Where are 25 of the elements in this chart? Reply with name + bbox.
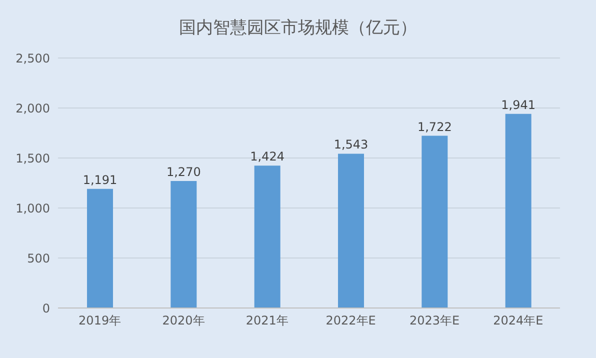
data-label: 1,270 (166, 165, 201, 179)
y-tick-label: 0 (42, 301, 50, 316)
bar (505, 114, 532, 308)
x-tick-label: 2023年E (409, 314, 460, 328)
data-label: 1,543 (334, 138, 368, 152)
bar (254, 166, 280, 308)
y-tick-label: 1,500 (16, 151, 50, 166)
bar (170, 181, 197, 308)
x-tick-label: 2020年 (162, 314, 205, 328)
bar (87, 188, 113, 308)
x-tick-label: 2024年E (493, 314, 544, 328)
chart-title: 国内智慧园区市场规模（亿元） (178, 17, 418, 39)
bar (338, 154, 364, 308)
y-tick-label: 1,000 (16, 201, 50, 216)
y-tick-label: 2,500 (16, 51, 50, 66)
data-label: 1,941 (501, 98, 536, 112)
data-label: 1,191 (82, 172, 118, 187)
y-tick-label: 500 (27, 251, 50, 266)
x-tick-label: 2021年 (246, 314, 288, 328)
bar (422, 136, 448, 308)
y-tick-label: 2,000 (16, 101, 50, 116)
data-label: 1,424 (250, 150, 285, 164)
x-tick-label: 2019年 (78, 314, 122, 328)
data-label: 1,722 (417, 120, 452, 134)
x-tick-label: 2022年E (326, 314, 376, 328)
